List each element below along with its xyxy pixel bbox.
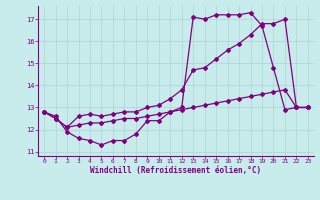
- X-axis label: Windchill (Refroidissement éolien,°C): Windchill (Refroidissement éolien,°C): [91, 166, 261, 175]
